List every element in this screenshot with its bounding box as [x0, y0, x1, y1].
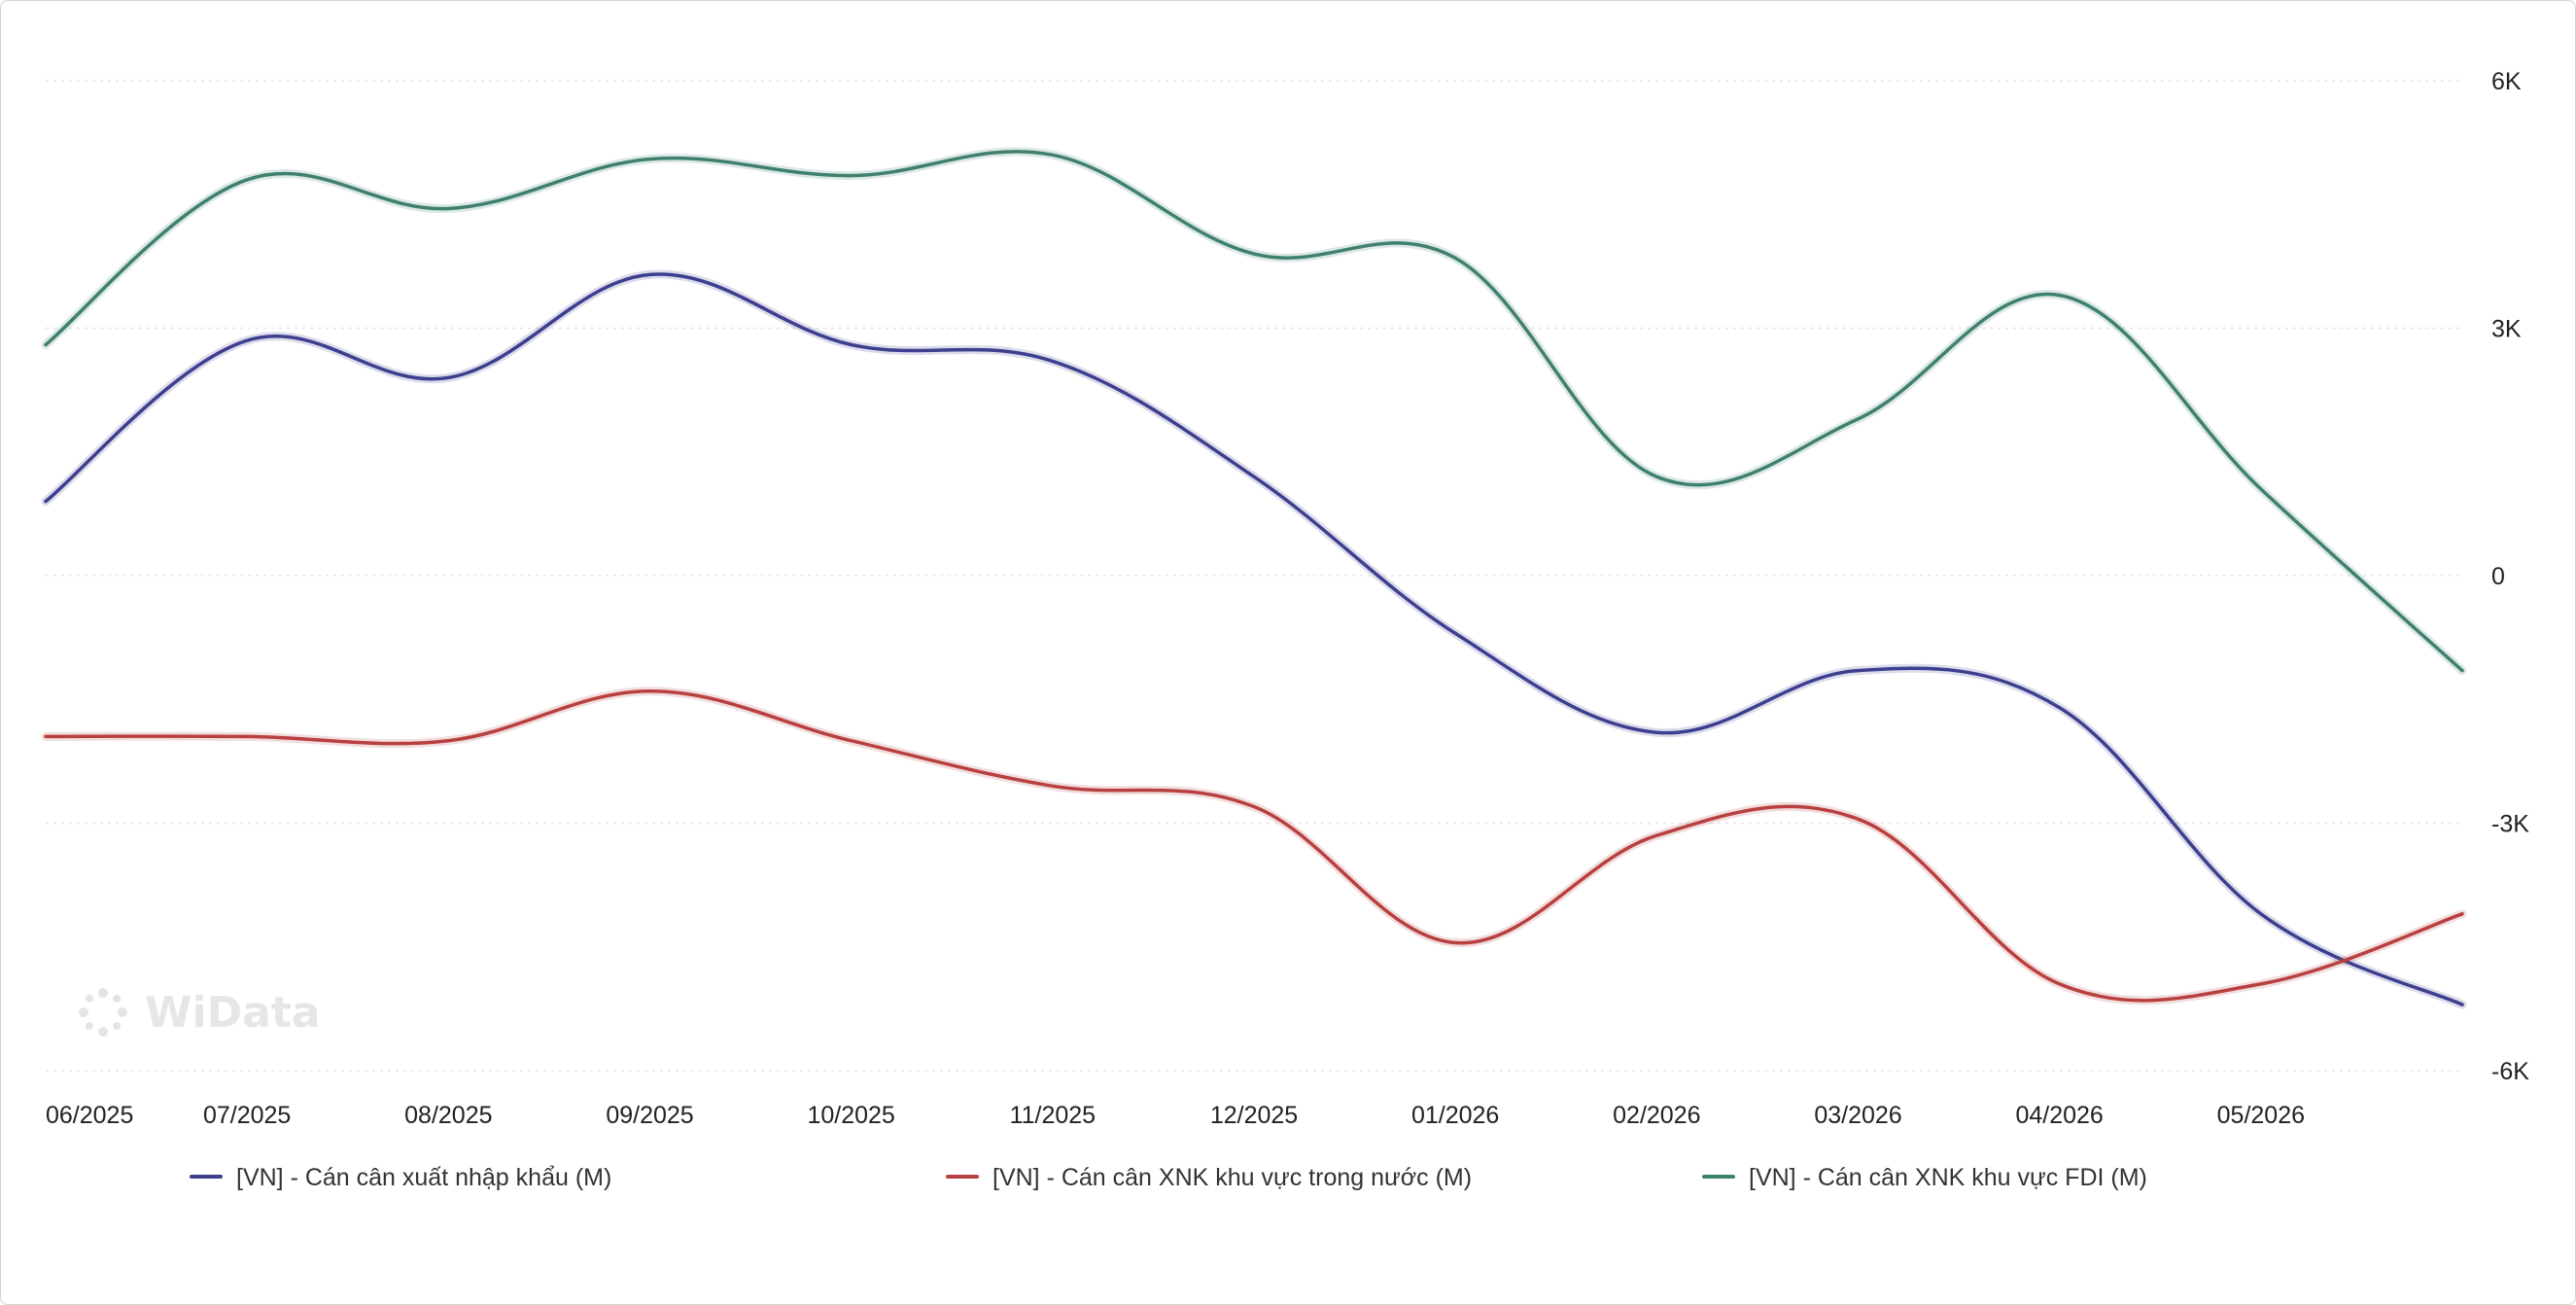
logo-dot — [98, 988, 108, 998]
logo-dot — [79, 1007, 88, 1017]
legend-label: [VN] - Cán cân xuất nhập khẩu (M) — [236, 1164, 611, 1191]
legend: [VN] - Cán cân xuất nhập khẩu (M) [VN] - … — [190, 1164, 2147, 1191]
x-tick-label: 05/2026 — [2217, 1102, 2305, 1129]
legend-label: [VN] - Cán cân XNK khu vực FDI (M) — [1749, 1164, 2147, 1191]
logo-dot — [118, 1007, 127, 1017]
legend-label: [VN] - Cán cân XNK khu vực trong nước (M… — [992, 1164, 1472, 1191]
y-tick-label: 6K — [2491, 68, 2522, 95]
widata-logo-icon — [79, 988, 127, 1037]
series-line-path — [44, 272, 2464, 1006]
legend-item-3[interactable]: [VN] - Cán cân XNK khu vực FDI (M) — [1702, 1164, 2147, 1191]
x-tick-label: 11/2025 — [1010, 1102, 1097, 1129]
x-axis-ticks: 06/2025 07/2025 08/2025 09/2025 10/2025 11/20… — [46, 1102, 2305, 1129]
y-tick-label: -6K — [2491, 1058, 2529, 1085]
x-tick-label: 07/2025 — [203, 1102, 291, 1129]
series-lines — [41, 147, 2467, 1009]
series-line-shadow — [41, 269, 2467, 1009]
x-tick-label: 01/2026 — [1411, 1102, 1499, 1129]
x-tick-label: 02/2026 — [1613, 1102, 1700, 1129]
series-line-path — [44, 150, 2464, 673]
series-line-path — [44, 689, 2464, 1003]
x-tick-label: 10/2025 — [807, 1102, 894, 1129]
series-line-3 — [41, 147, 2467, 676]
x-tick-label: 12/2025 — [1210, 1102, 1298, 1129]
watermark: WiData — [79, 988, 321, 1038]
y-axis-ticks: 6K 3K 0 -3K -6K — [2491, 68, 2529, 1085]
x-tick-label: 09/2025 — [606, 1102, 693, 1129]
logo-dot — [113, 994, 122, 1003]
gridlines — [46, 80, 2462, 1072]
y-tick-label: 3K — [2491, 316, 2522, 343]
x-tick-label: 04/2026 — [2015, 1102, 2103, 1129]
legend-item-2[interactable]: [VN] - Cán cân XNK khu vực trong nước (M… — [946, 1164, 1472, 1191]
series-line-1 — [41, 269, 2467, 1009]
logo-dot — [113, 1022, 122, 1031]
logo-dot — [85, 994, 93, 1003]
y-tick-label: -3K — [2491, 811, 2529, 838]
x-tick-label: 03/2026 — [1814, 1102, 1901, 1129]
x-tick-label: 06/2025 — [46, 1102, 133, 1129]
legend-item-1[interactable]: [VN] - Cán cân xuất nhập khẩu (M) — [190, 1164, 611, 1191]
x-tick-label: 08/2025 — [404, 1102, 492, 1129]
series-line-shadow — [41, 147, 2467, 676]
logo-dot — [85, 1022, 93, 1031]
logo-dot — [98, 1027, 108, 1037]
series-line-2 — [41, 687, 2467, 1005]
watermark-text: WiData — [145, 988, 321, 1038]
y-tick-label: 0 — [2491, 563, 2505, 590]
